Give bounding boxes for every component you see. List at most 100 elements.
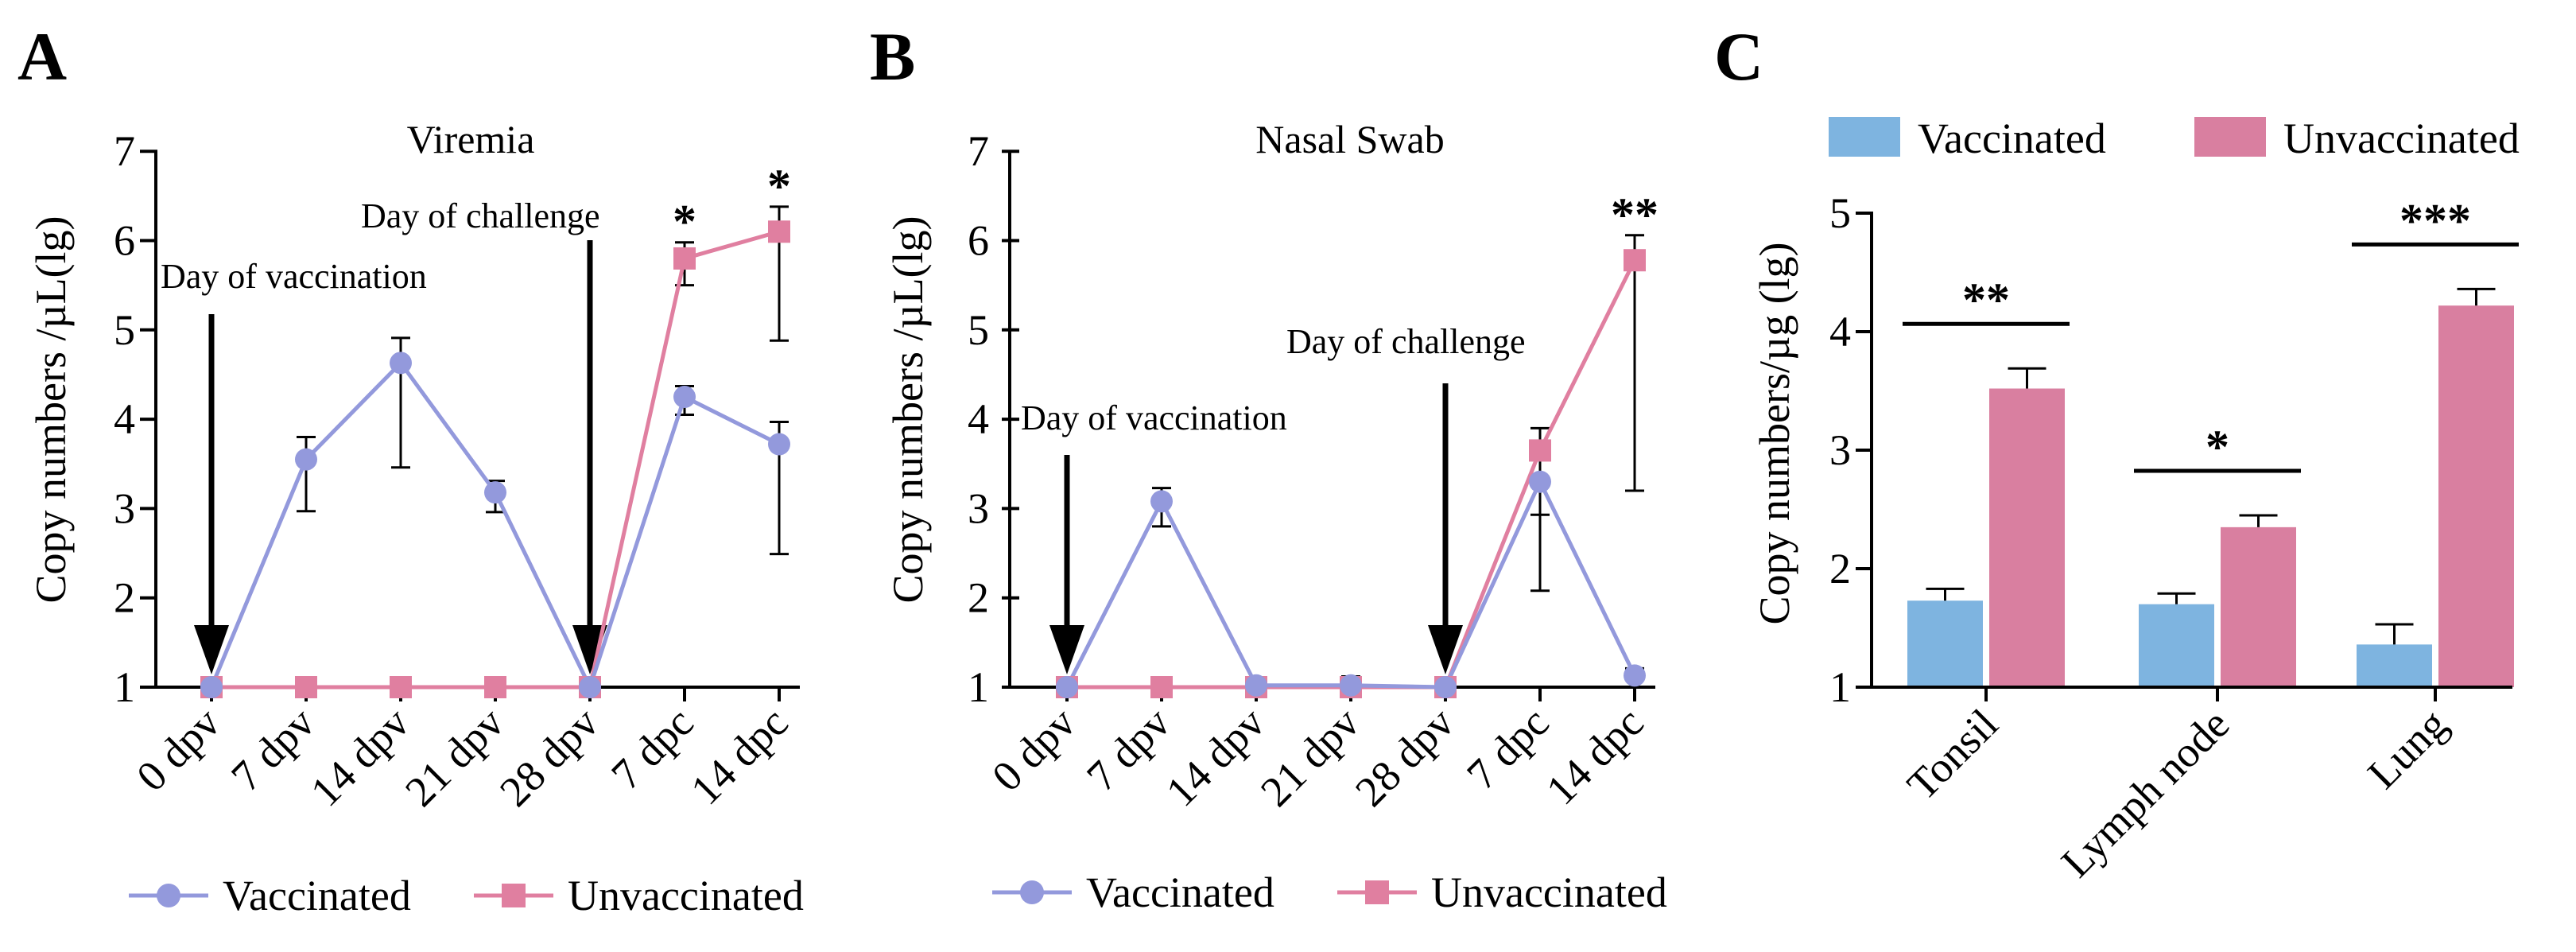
panel-c-y-axis-label: Copy numbers/µg (lg) xyxy=(1751,242,1798,624)
panel-c-error-bars xyxy=(1926,287,2496,645)
panel-a-point-vaccinated xyxy=(673,386,696,409)
panel-a-x-tick-label: 14 dpv xyxy=(301,698,418,815)
panel-c-bar-unvaccinated xyxy=(2438,305,2514,687)
panel-a-annotation-vaccination: Day of vaccination xyxy=(161,257,427,296)
panel-b-markers xyxy=(1056,249,1646,698)
panel-b-y-axis-label: Copy numbers /µL(lg) xyxy=(884,216,932,603)
panel-a-vaccination-arrowhead xyxy=(194,625,229,674)
panel-a-y-tick-label: 4 xyxy=(114,395,135,443)
panel-a-y-axis-label: Copy numbers /µL(lg) xyxy=(27,216,75,603)
panel-c-significance-marker: * xyxy=(2206,421,2229,473)
panel-b-vaccination-arrowhead xyxy=(1049,625,1084,674)
panel-a-y-tick-label: 7 xyxy=(114,127,135,175)
panel-b-point-vaccinated xyxy=(1340,674,1362,697)
panel-b-x-tick-label: 14 dpv xyxy=(1157,698,1274,815)
panel-label-c: C xyxy=(1714,18,1763,95)
panel-b-y-tick-label: 3 xyxy=(968,484,989,532)
panel-b-x-tick-label: 0 dpv xyxy=(983,698,1084,800)
legend-marker-unvaccinated xyxy=(1365,880,1389,904)
panel-a-y-tick-label: 1 xyxy=(114,663,135,711)
panel-b-point-vaccinated xyxy=(1529,470,1551,493)
legend-label-unvaccinated: Unvaccinated xyxy=(568,872,804,919)
panel-b: B Nasal Swab Copy numbers /µL(lg) 1 2 3 4 5 6… xyxy=(870,18,1667,916)
panel-a-error-bars xyxy=(297,205,789,556)
panel-a-significance-marker: * xyxy=(673,196,696,248)
panel-b-y-tick-label: 2 xyxy=(968,574,989,622)
panel-a-significance-marker: * xyxy=(767,160,791,212)
legend-label-vaccinated: Vaccinated xyxy=(223,872,411,919)
panel-a-point-vaccinated xyxy=(200,676,223,698)
panel-a-y-tick-label: 6 xyxy=(114,217,135,265)
panel-b-y-ticks: 1 2 3 4 5 6 7 xyxy=(968,127,1019,711)
panel-a-point-unvaccinated xyxy=(673,247,696,270)
panel-b-point-vaccinated xyxy=(1056,676,1078,698)
panel-a-point-unvaccinated xyxy=(390,676,412,698)
panel-b-point-unvaccinated xyxy=(1529,439,1551,462)
panel-b-annotation-vaccination: Day of vaccination xyxy=(1021,398,1287,437)
panel-a-y-tick-label: 2 xyxy=(114,574,135,622)
panel-a-x-tick-label: 14 dpc xyxy=(681,698,797,814)
panel-b-x-tick-label: 14 dpc xyxy=(1537,698,1652,814)
panel-a-point-vaccinated xyxy=(390,352,412,375)
panel-a: A Viremia Copy numbers /µL(lg) 1 2 3 4 5 6 7 0… xyxy=(17,18,804,919)
panel-b-point-vaccinated xyxy=(1150,490,1173,513)
panel-b-y-tick-label: 7 xyxy=(968,127,989,175)
legend-swatch-unvaccinated xyxy=(2194,117,2266,157)
panel-b-y-tick-label: 1 xyxy=(968,663,989,711)
panel-b-title: Nasal Swab xyxy=(1255,117,1444,161)
panel-b-significance-marker: ** xyxy=(1611,188,1658,241)
panel-b-y-tick-label: 4 xyxy=(968,395,989,443)
panel-c-y-ticks: 1 2 3 4 5 xyxy=(1829,189,1873,711)
panel-b-x-tick-label: 21 dpv xyxy=(1251,698,1368,815)
legend-label-vaccinated: Vaccinated xyxy=(1918,115,2106,162)
legend-label-unvaccinated: Unvaccinated xyxy=(2283,115,2520,162)
panel-c-significance-marker: ** xyxy=(1962,274,2010,326)
panel-c-significance: ****** xyxy=(1903,194,2519,473)
panel-c-y-tick-label: 2 xyxy=(1829,545,1851,593)
panel-b-point-unvaccinated xyxy=(1624,249,1646,272)
panel-a-x-tick-label: 28 dpv xyxy=(491,698,607,815)
panel-b-point-vaccinated xyxy=(1245,674,1267,697)
panel-b-error-bars xyxy=(1152,234,1644,689)
panel-c-bar-vaccinated xyxy=(2357,644,2432,687)
panel-b-y-tick-label: 6 xyxy=(968,217,989,265)
panel-c-y-tick-label: 1 xyxy=(1829,663,1851,711)
panel-b-point-vaccinated xyxy=(1624,664,1646,687)
panel-c-bar-vaccinated xyxy=(2139,604,2214,687)
panel-label-a: A xyxy=(17,18,67,95)
panel-c-bars xyxy=(1907,305,2514,687)
panel-a-x-tick-label: 0 dpv xyxy=(127,698,229,800)
panel-c-x-tick-label: Lymph node xyxy=(2052,700,2238,886)
panel-a-significance: ** xyxy=(673,160,791,248)
panel-c-bar-vaccinated xyxy=(1907,600,1983,687)
panel-b-annotation-challenge: Day of challenge xyxy=(1286,322,1526,361)
panel-c-bar-unvaccinated xyxy=(1989,388,2065,687)
panel-a-markers xyxy=(200,220,790,698)
panel-b-line-vaccinated xyxy=(1065,476,1637,690)
panel-a-point-vaccinated xyxy=(579,676,601,698)
panel-c-y-tick-label: 3 xyxy=(1829,426,1851,474)
panel-c-x-ticks: Tonsil Lymph node Lung xyxy=(1898,687,2456,886)
legend-label-vaccinated: Vaccinated xyxy=(1086,868,1274,916)
panel-a-challenge-arrowhead xyxy=(572,625,607,674)
panel-c-x-tick-label: Lung xyxy=(2358,700,2456,798)
panel-a-legend: Vaccinated Unvaccinated xyxy=(129,872,804,919)
legend-label-unvaccinated: Unvaccinated xyxy=(1431,868,1667,916)
panel-b-point-vaccinated xyxy=(1434,676,1457,698)
panel-a-point-unvaccinated xyxy=(484,676,506,698)
panel-c-y-tick-label: 4 xyxy=(1829,308,1851,356)
panel-a-annotation-challenge: Day of challenge xyxy=(361,196,600,235)
panel-c-legend: Vaccinated Unvaccinated xyxy=(1829,115,2520,162)
panel-a-point-vaccinated xyxy=(484,481,506,504)
panel-a-point-vaccinated xyxy=(295,448,317,471)
legend-marker-unvaccinated xyxy=(502,884,526,907)
panel-b-point-unvaccinated xyxy=(1150,676,1173,698)
panel-a-point-unvaccinated xyxy=(295,676,317,698)
panel-c-x-tick-label: Tonsil xyxy=(1898,700,2007,809)
panel-a-y-tick-label: 3 xyxy=(114,484,135,532)
panel-c-significance-marker: *** xyxy=(2399,194,2471,247)
panel-b-y-tick-label: 5 xyxy=(968,306,989,354)
panel-a-point-vaccinated xyxy=(768,433,790,456)
